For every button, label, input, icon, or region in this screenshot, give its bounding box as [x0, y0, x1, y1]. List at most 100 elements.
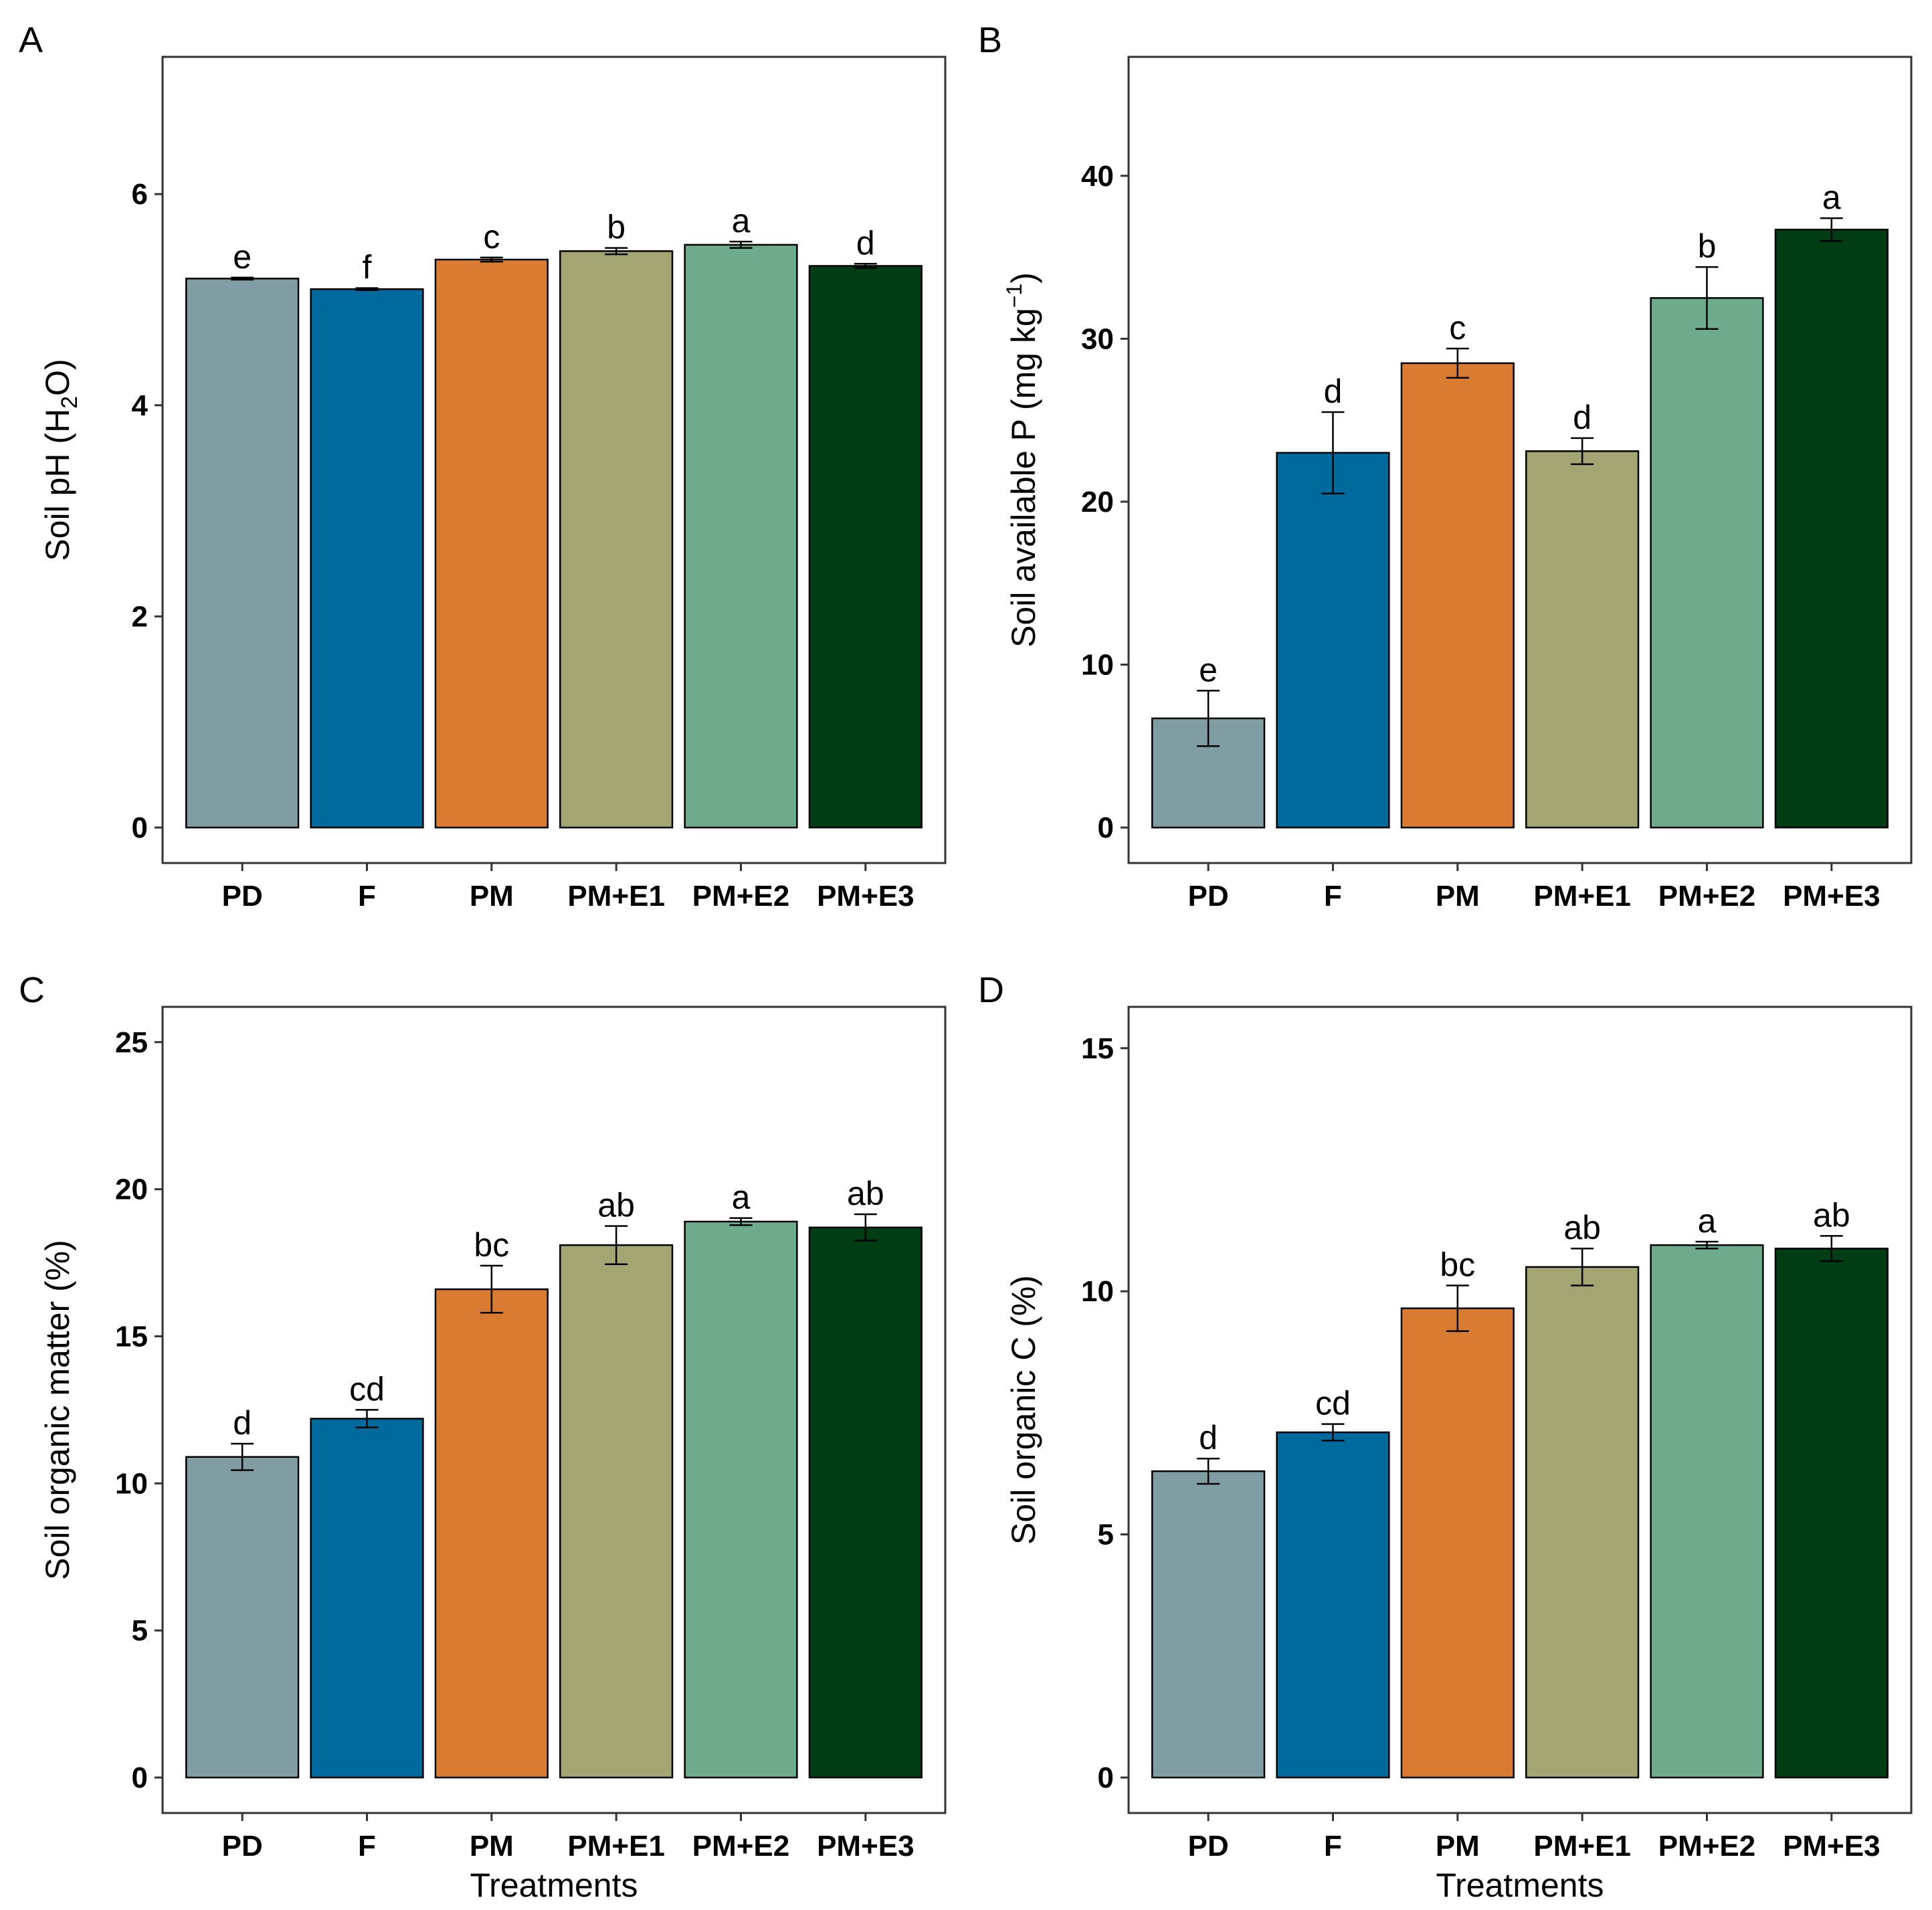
error-bar — [1820, 217, 1843, 242]
y-tick-label: 2 — [132, 600, 148, 633]
x-tick-label: F — [1324, 880, 1342, 913]
error-bar — [605, 1225, 628, 1265]
panel-a: A 0 2 4 6 e PD f Fc PM b PM+E1 a PM+E2 d PM+E3 Soil pH (… — [19, 20, 947, 913]
y-tick-label: 20 — [115, 1173, 148, 1206]
error-bar — [1321, 411, 1345, 494]
y-tick-label: 0 — [132, 811, 148, 844]
bar-pm-e3 — [1774, 228, 1889, 829]
error-bar — [1446, 1284, 1469, 1333]
significance-letter: e — [233, 238, 252, 276]
significance-letter: cd — [1315, 1385, 1351, 1422]
significance-letter: ab — [597, 1187, 635, 1224]
significance-letter: d — [1573, 399, 1591, 436]
error-bar — [1321, 1423, 1345, 1442]
plot-frame — [161, 56, 947, 864]
error-bar — [231, 1442, 254, 1471]
significance-letter: c — [1449, 309, 1466, 347]
bar-f — [310, 288, 424, 829]
x-tick-label: PM+E1 — [1533, 1830, 1631, 1863]
x-tick-label: PD — [222, 1830, 263, 1863]
bar-pm — [1400, 362, 1515, 829]
panel-letter: D — [978, 970, 1004, 1010]
x-tick-label: PM+E2 — [1658, 880, 1756, 913]
bar-pm-e1 — [559, 250, 674, 829]
panel-b: B 0 10 20 30 40 e PD d Fc PM d PM+E1 b PM+E2 a PM+E3 Soil… — [978, 20, 1913, 913]
y-tick-label: 20 — [1081, 486, 1114, 518]
error-bar — [231, 276, 254, 281]
x-tick-label: F — [358, 880, 376, 913]
error-bar — [729, 1217, 753, 1226]
error-bar — [355, 1409, 379, 1429]
bar-pd — [185, 278, 300, 829]
error-bar — [605, 247, 628, 256]
significance-letter: e — [1199, 651, 1218, 688]
y-tick-label: 40 — [1081, 160, 1114, 193]
y-tick-label: 0 — [1098, 1761, 1114, 1794]
significance-letter: ab — [847, 1175, 884, 1212]
bar-pm-e2 — [684, 244, 798, 829]
significance-letter: c — [483, 218, 500, 256]
bar-pm-e2 — [684, 1220, 798, 1779]
plot-frame — [1127, 1006, 1913, 1814]
plot-frame — [161, 1006, 947, 1814]
y-axis-title: Soil pH (H2O) — [39, 359, 82, 561]
x-tick-label: PM — [470, 1830, 514, 1863]
error-bar — [1446, 347, 1469, 379]
x-tick-label: PM — [1436, 1830, 1480, 1863]
x-tick-label: PD — [1188, 1830, 1229, 1863]
error-bar — [854, 263, 877, 269]
significance-letter: d — [1324, 373, 1343, 410]
bar-pm-e1 — [1525, 1266, 1640, 1779]
bar-f — [310, 1418, 424, 1779]
x-tick-label: PM — [470, 880, 514, 913]
error-bar — [480, 1264, 503, 1314]
x-tick-label: PM+E1 — [567, 1830, 665, 1863]
error-bar — [480, 256, 503, 263]
y-tick-label: 4 — [132, 389, 149, 422]
bar-pm — [434, 1288, 549, 1779]
significance-letter: a — [1698, 1202, 1717, 1240]
x-tick-label: PM+E1 — [567, 880, 665, 913]
panel-c: C 0 5 10 15 20 25 d PD cd Fbc PM ab PM+E1 a PM+E2 ab PM+E… — [19, 970, 947, 1904]
x-axis-title: Treatments — [470, 1867, 638, 1904]
y-axis-title: Soil available P (mg kg−1) — [1002, 272, 1042, 648]
x-tick-label: F — [358, 1830, 376, 1863]
x-tick-label: PM+E2 — [1658, 1830, 1756, 1863]
x-tick-label: PM+E1 — [1533, 880, 1631, 913]
y-tick-label: 15 — [115, 1320, 148, 1353]
y-tick-label: 30 — [1081, 322, 1114, 355]
plot-frame — [1127, 56, 1913, 864]
significance-letter: d — [233, 1404, 252, 1442]
error-bar — [1571, 1247, 1594, 1286]
error-bar — [1695, 266, 1719, 330]
y-tick-label: 10 — [115, 1467, 148, 1500]
error-bar — [729, 240, 753, 249]
y-axis-title: Soil organic C (%) — [1005, 1275, 1042, 1545]
x-tick-label: F — [1324, 1830, 1342, 1863]
x-tick-label: PM+E2 — [692, 880, 790, 913]
y-tick-label: 5 — [1098, 1519, 1114, 1551]
y-axis-title: Soil organic matter (%) — [39, 1240, 76, 1580]
bar-f — [1276, 452, 1390, 829]
error-bar — [1571, 437, 1594, 466]
bar-pm-e3 — [808, 265, 923, 829]
bar-pd — [1151, 1470, 1266, 1779]
bar-pm — [434, 258, 549, 829]
y-tick-label: 0 — [1098, 811, 1114, 844]
significance-letter: b — [607, 209, 625, 246]
bar-pm-e1 — [559, 1244, 674, 1779]
x-tick-label: PD — [1188, 880, 1229, 913]
panel-letter: A — [19, 20, 43, 60]
x-tick-label: PD — [222, 880, 263, 913]
error-bar — [1820, 1235, 1843, 1262]
y-tick-label: 6 — [132, 178, 148, 211]
significance-letter: f — [363, 249, 372, 286]
bar-pm-e2 — [1650, 297, 1764, 829]
y-tick-label: 10 — [1081, 648, 1114, 681]
bar-pm-e3 — [1774, 1247, 1889, 1779]
x-tick-label: PM+E3 — [817, 880, 914, 913]
bar-f — [1276, 1431, 1390, 1779]
significance-letter: d — [856, 224, 875, 262]
bar-pm-e3 — [808, 1226, 923, 1779]
